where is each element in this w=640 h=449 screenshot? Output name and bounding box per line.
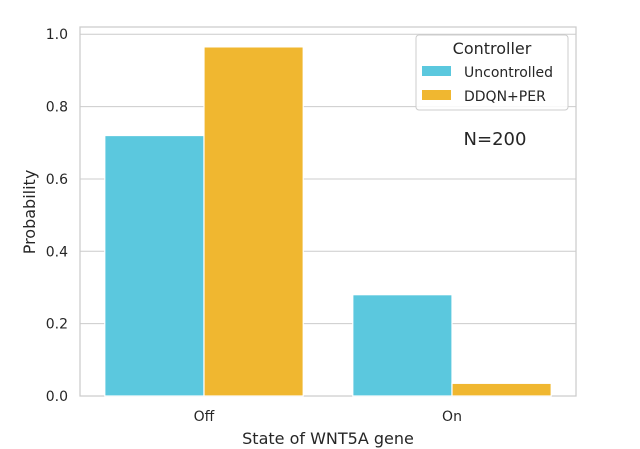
y-tick-label: 1.0 xyxy=(46,27,68,43)
y-tick-label: 0.4 xyxy=(46,244,68,260)
legend-title: Controller xyxy=(453,39,532,58)
x-tick-label-on: On xyxy=(442,409,462,425)
bar-uncontrolled-off xyxy=(104,134,205,397)
x-tick-label-off: Off xyxy=(194,409,215,425)
y-tick-label: 0.2 xyxy=(46,317,68,333)
legend-swatch-uncontrolled xyxy=(422,66,451,76)
bars xyxy=(104,46,552,397)
y-tick-labels: 0.0 0.2 0.4 0.6 0.8 1.0 xyxy=(46,27,68,405)
legend-label-uncontrolled: Uncontrolled xyxy=(464,65,553,81)
legend: Controller Uncontrolled DDQN+PER xyxy=(415,34,569,111)
bar-ddqn-per-on xyxy=(451,382,552,397)
legend-label-ddqn-per: DDQN+PER xyxy=(464,89,546,105)
x-tick-labels: Off On xyxy=(194,409,462,425)
sample-size-annotation: N=200 xyxy=(464,129,527,150)
plot-frame xyxy=(79,26,577,397)
x-axis-label: State of WNT5A gene xyxy=(242,429,414,448)
legend-swatch-ddqn-per xyxy=(422,90,451,100)
y-axis-label: Probability xyxy=(20,170,39,255)
legend-box xyxy=(415,34,569,111)
y-tick-label: 0.8 xyxy=(46,100,68,116)
bar-uncontrolled-on xyxy=(352,294,453,397)
y-tick-label: 0.0 xyxy=(46,389,68,405)
y-tick-label: 0.6 xyxy=(46,172,68,188)
bar-ddqn-per-off xyxy=(203,46,304,397)
